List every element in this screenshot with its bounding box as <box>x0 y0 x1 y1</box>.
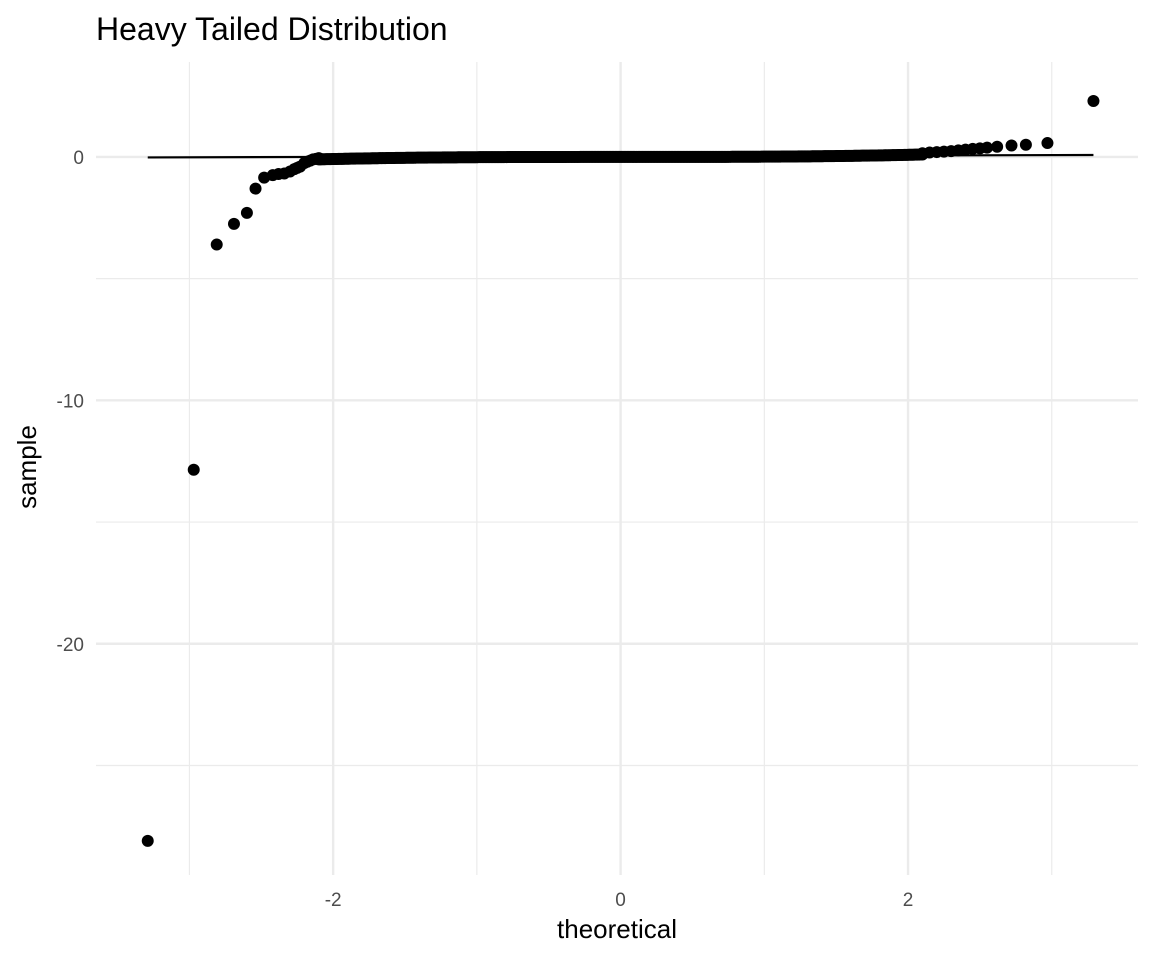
y-tick-label: -10 <box>57 391 84 412</box>
data-point <box>1005 139 1018 152</box>
data-point <box>312 152 325 165</box>
data-point <box>981 141 994 154</box>
y-tick-label: -20 <box>57 635 84 656</box>
points-layer <box>141 94 1100 847</box>
x-axis-ticks: -2 0 2 <box>325 890 914 911</box>
data-point <box>1041 137 1054 150</box>
x-tick-label: 2 <box>903 890 914 911</box>
x-tick-label: 0 <box>615 890 626 911</box>
data-point <box>227 217 240 230</box>
data-point <box>991 140 1004 153</box>
data-point <box>187 463 200 476</box>
x-axis-title: theoretical <box>557 914 677 944</box>
y-axis-ticks: 0 -10 -20 <box>57 148 84 656</box>
data-point <box>1087 94 1100 107</box>
y-tick-label: 0 <box>73 148 84 169</box>
data-point <box>141 834 154 847</box>
data-point <box>210 238 223 251</box>
data-point <box>1019 138 1032 151</box>
y-axis-title: sample <box>12 425 42 509</box>
data-point <box>240 206 253 219</box>
x-tick-label: -2 <box>325 890 342 911</box>
chart-title: Heavy Tailed Distribution <box>96 11 448 47</box>
data-point <box>249 182 262 195</box>
